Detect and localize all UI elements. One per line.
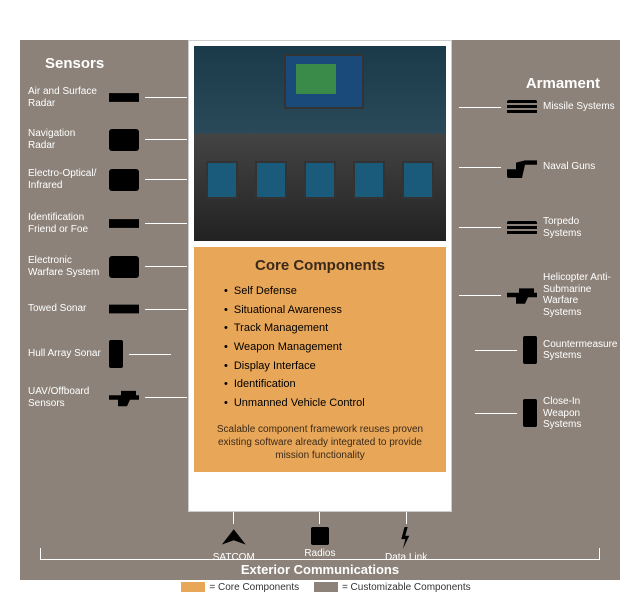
bar-icon: [109, 213, 139, 235]
ext-bracket: [40, 548, 600, 560]
armament-item: Close-In Weapon Systems: [475, 396, 618, 431]
sensor-label: Navigation Radar: [28, 128, 103, 151]
connector-line: [319, 512, 320, 524]
exterior-label: Exterior Communications: [0, 562, 640, 577]
connector-line: [459, 295, 501, 296]
core-item: Self Defense: [224, 282, 434, 301]
combat-center-image: [194, 46, 446, 241]
blob-icon: [109, 129, 139, 151]
core-item: Display Interface: [224, 357, 434, 376]
center-panel: Core Components Self DefenseSituational …: [188, 40, 452, 512]
radio-icon: [311, 527, 329, 545]
satcom-icon: [219, 527, 249, 549]
connector-line: [145, 139, 187, 140]
armament-item: Countermeasure Systems: [475, 336, 618, 364]
connector-line: [145, 397, 187, 398]
core-item: Situational Awareness: [224, 301, 434, 320]
connector-line: [459, 227, 501, 228]
sensor-item: Towed Sonar: [28, 298, 187, 320]
vert-icon: [109, 340, 123, 368]
legend-core-text: = Core Components: [209, 582, 299, 593]
sensor-item: Identification Friend or Foe: [28, 212, 187, 235]
core-item: Track Management: [224, 319, 434, 338]
armament-heading: Armament: [526, 75, 600, 92]
armament-label: Torpedo Systems: [543, 216, 618, 239]
sensors-heading: Sensors: [45, 55, 104, 72]
armament-item: Torpedo Systems: [459, 216, 618, 239]
bar-icon: [109, 298, 139, 320]
sensor-label: Electronic Warfare System: [28, 255, 103, 278]
sensor-item: Hull Array Sonar: [28, 340, 171, 368]
armament-item: Helicopter Anti-Submarine Warfare System…: [459, 272, 618, 318]
armament-label: Helicopter Anti-Submarine Warfare System…: [543, 272, 618, 318]
connector-line: [145, 179, 187, 180]
legend-custom-text: = Customizable Components: [342, 582, 471, 593]
sensor-label: UAV/Offboard Sensors: [28, 386, 103, 409]
blob-icon: [109, 256, 139, 278]
sensor-item: Electro-Optical/ Infrared: [28, 168, 187, 191]
connector-line: [459, 167, 501, 168]
connector-line: [459, 107, 501, 108]
legend-custom-swatch: [314, 582, 338, 592]
sensor-label: Hull Array Sonar: [28, 348, 103, 360]
core-desc: Scalable component framework reuses prov…: [206, 423, 434, 462]
connector-line: [129, 354, 171, 355]
sensor-label: Electro-Optical/ Infrared: [28, 168, 103, 191]
sensor-item: Navigation Radar: [28, 128, 187, 151]
sensor-label: Towed Sonar: [28, 303, 103, 315]
armament-item: Naval Guns: [459, 156, 618, 178]
connector-line: [145, 223, 187, 224]
connector-line: [145, 266, 187, 267]
bolt-icon: [398, 527, 414, 549]
connector-line: [475, 413, 517, 414]
armament-label: Countermeasure Systems: [543, 339, 618, 362]
connector-line: [233, 512, 234, 524]
main-title: LMACS Combat Management System: [0, 14, 640, 32]
armament-label: Close-In Weapon Systems: [543, 396, 618, 431]
vert-icon: [523, 399, 537, 427]
missile-icon: [507, 100, 537, 114]
sensor-item: Air and Surface Radar: [28, 86, 187, 109]
armament-label: Naval Guns: [543, 161, 618, 173]
heli-icon: [109, 387, 139, 409]
connector-line: [475, 350, 517, 351]
connector-line: [145, 97, 187, 98]
heli-icon: [507, 284, 537, 306]
sensor-item: Electronic Warfare System: [28, 255, 187, 278]
radar-icon: [109, 87, 139, 109]
blob-icon: [109, 169, 139, 191]
core-item: Weapon Management: [224, 338, 434, 357]
core-item: Identification: [224, 375, 434, 394]
armament-label: Missile Systems: [543, 101, 618, 113]
connector-line: [406, 512, 407, 524]
legend-core-swatch: [181, 582, 205, 592]
legend: = Core Components = Customizable Compone…: [0, 582, 640, 593]
connector-line: [145, 309, 187, 310]
vert-icon: [523, 336, 537, 364]
core-list: Self DefenseSituational AwarenessTrack M…: [206, 282, 434, 413]
sensor-item: UAV/Offboard Sensors: [28, 386, 187, 409]
armament-item: Missile Systems: [459, 100, 618, 114]
core-title: Core Components: [206, 257, 434, 274]
core-item: Unmanned Vehicle Control: [224, 394, 434, 413]
sensor-label: Air and Surface Radar: [28, 86, 103, 109]
sensor-label: Identification Friend or Foe: [28, 212, 103, 235]
gun-icon: [507, 156, 537, 178]
missile-icon: [507, 221, 537, 235]
